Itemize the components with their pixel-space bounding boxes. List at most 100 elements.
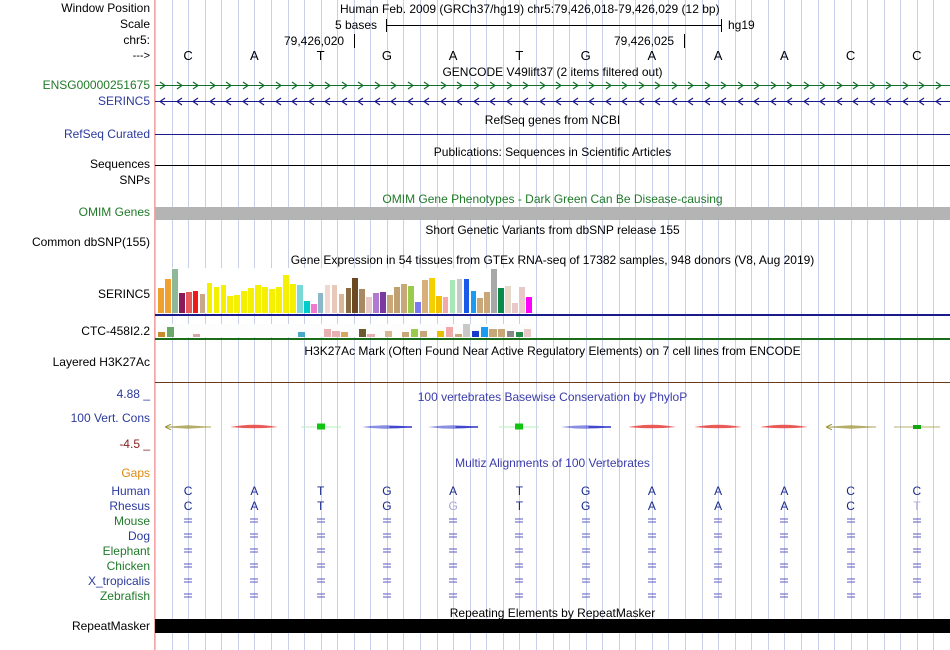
multiz-gap-cell[interactable] [234, 515, 274, 530]
multiz-base-cell[interactable]: C [912, 484, 922, 498]
omim-gene-bar[interactable] [155, 207, 950, 220]
multiz-gap-cell[interactable] [234, 560, 274, 575]
multiz-gap-cell[interactable] [698, 590, 738, 605]
multiz-gap-cell[interactable] [632, 590, 672, 605]
multiz-gap-cell[interactable] [433, 575, 473, 590]
multiz-gap-cell[interactable] [367, 530, 407, 545]
h3k27ac-bar[interactable] [332, 330, 340, 337]
h3k27ac-bar[interactable] [515, 332, 523, 337]
h3k27ac-bar[interactable] [367, 333, 375, 337]
gene-track-ensg00000251675[interactable] [155, 80, 950, 91]
multiz-gap-cell[interactable] [764, 515, 804, 530]
gtex-tissue-bar[interactable] [158, 288, 164, 313]
gtex-tissue-bar[interactable] [241, 290, 248, 313]
conservation-peak[interactable] [361, 420, 412, 434]
multiz-base-cell[interactable]: C [183, 499, 193, 513]
multiz-base-cell[interactable]: T [913, 499, 921, 513]
multiz-gap-cell[interactable] [698, 545, 738, 560]
multiz-base-cell[interactable]: T [316, 499, 325, 513]
multiz-gap-cell[interactable] [831, 590, 871, 605]
gtex-tissue-bar[interactable] [255, 284, 261, 313]
multiz-gap-cell[interactable] [499, 545, 539, 560]
h3k27ac-bar[interactable] [297, 332, 305, 337]
gtex-tissue-bar[interactable] [463, 279, 470, 313]
gtex-tissue-bar[interactable] [505, 286, 511, 313]
label-sequences[interactable]: Sequences [89, 157, 150, 171]
gtex-tissue-bar[interactable] [373, 292, 379, 313]
multiz-gap-cell[interactable] [632, 530, 672, 545]
multiz-gap-cell[interactable] [566, 590, 606, 605]
h3k27ac-bar[interactable] [498, 328, 506, 337]
multiz-gap-cell[interactable] [433, 560, 473, 575]
multiz-gap-cell[interactable] [433, 530, 473, 545]
multiz-gap-cell[interactable] [301, 530, 341, 545]
h3k27ac-bar[interactable] [323, 328, 331, 337]
multiz-gap-cell[interactable] [301, 545, 341, 560]
multiz-base-cell[interactable]: C [846, 484, 855, 498]
multiz-gap-cell[interactable] [301, 560, 341, 575]
h3k27ac-bar[interactable] [463, 324, 471, 337]
multiz-gap-cell[interactable] [764, 590, 804, 605]
gtex-expression-barchart[interactable] [158, 268, 533, 313]
multiz-base-cell[interactable]: A [647, 499, 656, 513]
gtex-tissue-bar[interactable] [185, 291, 192, 313]
gtex-tissue-bar[interactable] [199, 293, 206, 313]
conservation-peak[interactable] [428, 420, 479, 434]
h3k27ac-bar[interactable] [341, 332, 349, 337]
gtex-tissue-bar[interactable] [366, 297, 373, 313]
gtex-tissue-bar[interactable] [435, 296, 442, 313]
gene-track-serinc5[interactable] [155, 96, 950, 107]
gtex-tissue-bar[interactable] [484, 291, 491, 313]
conservation-peak[interactable] [761, 420, 808, 434]
multiz-gap-cell[interactable] [566, 530, 606, 545]
gtex-tissue-bar[interactable] [421, 280, 428, 313]
multiz-gap-cell[interactable] [632, 545, 672, 560]
multiz-gap-cell[interactable] [499, 560, 539, 575]
multiz-gap-cell[interactable] [234, 575, 274, 590]
h3k27ac-bar[interactable] [437, 330, 445, 337]
gtex-tissue-bar[interactable] [276, 287, 282, 313]
multiz-gap-cell[interactable] [764, 530, 804, 545]
multiz-gap-cell[interactable] [168, 590, 208, 605]
h3k27ac-bar[interactable] [358, 328, 366, 337]
h3k27ac-bar[interactable] [454, 333, 462, 337]
multiz-gap-cell[interactable] [168, 530, 208, 545]
label-gaps[interactable]: Gaps [121, 466, 150, 480]
multiz-gap-cell[interactable] [897, 575, 937, 590]
multiz-gap-cell[interactable] [433, 515, 473, 530]
multiz-gap-cell[interactable] [367, 590, 407, 605]
multiz-gap-cell[interactable] [831, 575, 871, 590]
gtex-tissue-bar[interactable] [387, 295, 393, 313]
h3k27ac-bar[interactable] [419, 330, 427, 337]
label-ensg-gene[interactable]: ENSG00000251675 [42, 78, 150, 92]
multiz-base-cell[interactable]: A [780, 499, 789, 513]
gtex-tissue-bar[interactable] [470, 290, 477, 313]
multiz-gap-cell[interactable] [367, 575, 407, 590]
h3k27ac-bar[interactable] [402, 332, 410, 337]
gtex-tissue-bar[interactable] [498, 288, 504, 313]
gtex-tissue-bar[interactable] [491, 269, 498, 313]
gtex-tissue-bar[interactable] [303, 300, 310, 313]
multiz-species-label-rhesus[interactable]: Rhesus [109, 499, 150, 513]
gtex-tissue-bar[interactable] [317, 292, 324, 313]
multiz-species-label-elephant[interactable]: Elephant [102, 544, 150, 558]
multiz-base-cell[interactable]: A [714, 499, 723, 513]
multiz-gap-cell[interactable] [831, 530, 871, 545]
multiz-gap-cell[interactable] [433, 545, 473, 560]
multiz-base-cell[interactable]: G [580, 499, 591, 513]
gtex-tissue-bar[interactable] [380, 291, 386, 313]
gtex-tissue-bar[interactable] [352, 278, 359, 313]
gtex-tissue-bar[interactable] [262, 287, 268, 313]
multiz-gap-cell[interactable] [566, 515, 606, 530]
multiz-gap-cell[interactable] [566, 575, 606, 590]
gtex-tissue-bar[interactable] [269, 289, 275, 313]
gtex-tissue-bar[interactable] [519, 287, 525, 313]
multiz-base-cell[interactable]: A [250, 484, 259, 498]
gtex-tissue-bar[interactable] [359, 289, 366, 313]
gtex-tissue-bar[interactable] [428, 278, 435, 313]
multiz-gap-cell[interactable] [234, 530, 274, 545]
multiz-species-label-zebrafish[interactable]: Zebrafish [99, 589, 150, 603]
h3k27ac-bar[interactable] [192, 333, 201, 337]
multiz-gap-cell[interactable] [632, 515, 672, 530]
gtex-tissue-bar[interactable] [220, 284, 227, 313]
